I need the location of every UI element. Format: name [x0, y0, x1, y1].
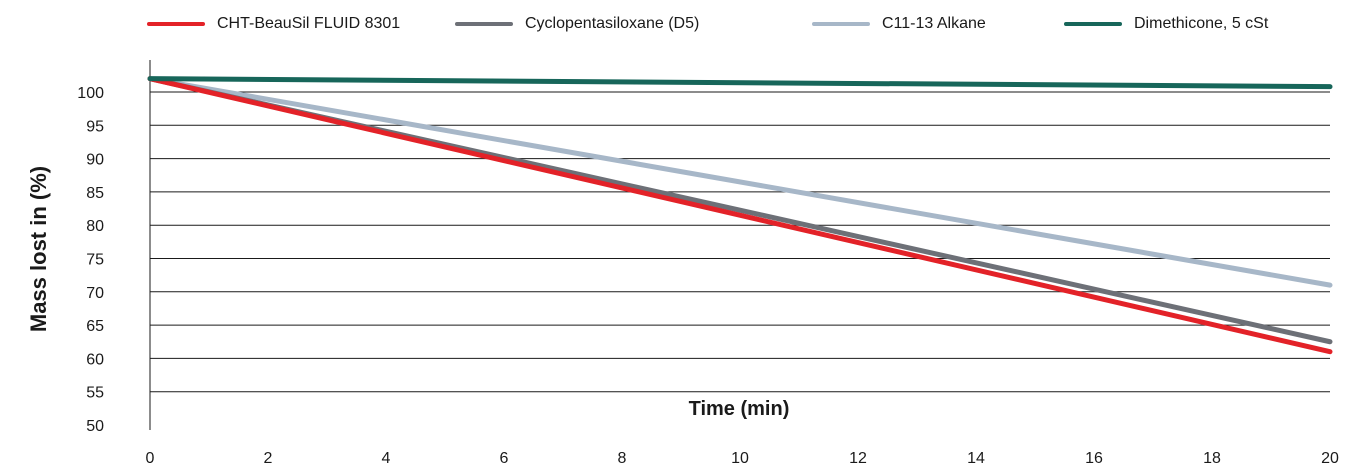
legend-item-cht-beausil: CHT-BeauSil FLUID 8301 — [147, 13, 400, 35]
series-line-alkane — [147, 76, 1333, 288]
x-tick-label: 14 — [967, 450, 985, 467]
legend-swatch-d5 — [455, 22, 513, 26]
series-line-cht-beausil — [147, 76, 1333, 355]
legend-label-dimethicone: Dimethicone, 5 cSt — [1134, 15, 1269, 32]
y-axis-title: Mass lost in (%) — [26, 166, 51, 332]
x-tick-label: 6 — [500, 450, 509, 467]
gridlines — [150, 91, 1330, 393]
x-tick-label: 16 — [1085, 450, 1103, 467]
x-tick-label: 8 — [618, 450, 627, 467]
series-line-dimethicone — [147, 76, 1333, 90]
legend-swatch-cht-beausil — [147, 22, 205, 26]
legend-item-dimethicone: Dimethicone, 5 cSt — [1064, 13, 1268, 35]
y-tick-label: 70 — [86, 285, 104, 302]
y-tick-label: 80 — [86, 218, 104, 235]
legend-item-d5: Cyclopentasiloxane (D5) — [455, 13, 699, 35]
y-tick-label: 55 — [86, 385, 104, 402]
x-tick-label: 20 — [1321, 450, 1339, 467]
x-tick-label: 10 — [731, 450, 749, 467]
y-tick-label: 50 — [86, 418, 104, 435]
legend-label-alkane: C11-13 Alkane — [882, 15, 986, 32]
legend-item-alkane: C11-13 Alkane — [812, 13, 986, 35]
legend-swatch-alkane — [812, 22, 870, 26]
y-tick-label: 85 — [86, 185, 104, 202]
y-tick-label: 75 — [86, 252, 104, 269]
legend-label-d5: Cyclopentasiloxane (D5) — [525, 15, 700, 32]
legend-label-cht-beausil: CHT-BeauSil FLUID 8301 — [217, 15, 401, 32]
x-tick-label: 0 — [146, 450, 155, 467]
legend-swatch-dimethicone — [1064, 22, 1122, 26]
y-tick-label: 95 — [86, 118, 104, 135]
y-tick-label: 60 — [86, 351, 104, 368]
x-tick-label: 2 — [264, 450, 273, 467]
y-tick-label: 65 — [86, 318, 104, 335]
y-tick-label: 100 — [77, 85, 104, 102]
x-tick-label: 12 — [849, 450, 867, 467]
y-tick-label: 90 — [86, 152, 104, 169]
x-tick-label: 18 — [1203, 450, 1221, 467]
x-axis-title: Time (min) — [689, 398, 790, 420]
x-tick-label: 4 — [382, 450, 391, 467]
legend: CHT-BeauSil FLUID 8301 Cyclopentasiloxan… — [0, 13, 1347, 37]
x-tick-labels: 0 2 4 6 8 10 12 14 16 18 20 — [146, 450, 1339, 467]
series-lines — [147, 76, 1333, 355]
y-tick-labels: 100 95 90 85 80 75 70 65 60 55 50 — [77, 85, 104, 435]
